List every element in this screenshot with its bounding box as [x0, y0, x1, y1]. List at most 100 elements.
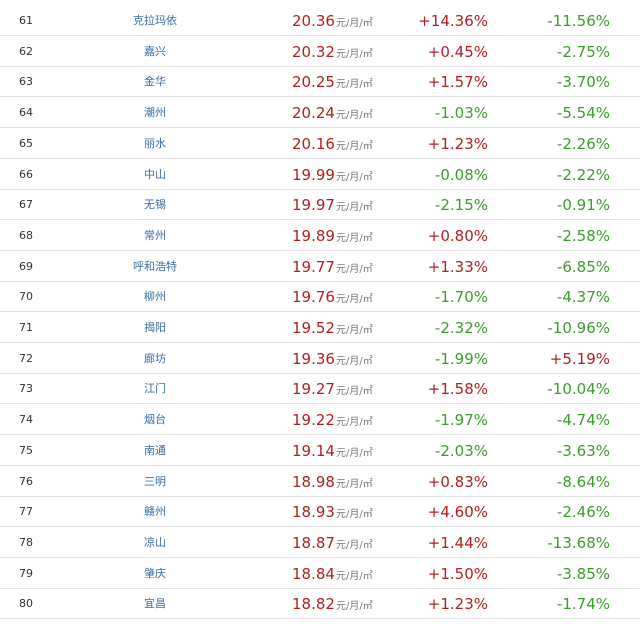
table-row: 62 嘉兴 20.32元/月/㎡ +0.45% -2.75%	[0, 37, 640, 67]
price-value: 20.32	[292, 43, 335, 61]
city-link[interactable]: 克拉玛依	[133, 14, 177, 27]
rank-cell: 73	[19, 382, 33, 395]
table-row: 70 柳州 19.76元/月/㎡ -1.70% -4.37%	[0, 282, 640, 312]
rank-cell: 79	[19, 567, 33, 580]
city-link[interactable]: 潮州	[144, 106, 166, 119]
month-change-cell: +1.23%	[427, 135, 488, 153]
price-cell: 18.93元/月/㎡	[292, 497, 412, 527]
month-change-cell: +0.45%	[427, 43, 488, 61]
rank-cell: 68	[19, 229, 33, 242]
year-change-cell: -2.58%	[556, 227, 610, 245]
city-link[interactable]: 廊坊	[144, 352, 166, 365]
year-change-cell: -10.04%	[547, 380, 610, 398]
month-change-cell: -1.70%	[434, 288, 488, 306]
city-link[interactable]: 常州	[144, 229, 166, 242]
price-cell: 20.32元/月/㎡	[292, 37, 412, 67]
year-change-cell: -2.46%	[556, 503, 610, 521]
table-row: 63 金华 20.25元/月/㎡ +1.57% -3.70%	[0, 67, 640, 97]
year-change-cell: -4.74%	[556, 411, 610, 429]
rank-cell: 78	[19, 536, 33, 549]
year-change-cell: -11.56%	[547, 12, 610, 30]
city-link[interactable]: 柳州	[144, 290, 166, 303]
month-change-cell: -2.03%	[434, 442, 488, 460]
table-row: 71 揭阳 19.52元/月/㎡ -2.32% -10.96%	[0, 313, 640, 343]
rank-cell: 80	[19, 597, 33, 610]
month-change-cell: -0.08%	[434, 166, 488, 184]
price-unit: 元/月/㎡	[335, 540, 373, 551]
month-change-cell: +1.44%	[427, 534, 488, 552]
price-value: 20.36	[292, 12, 335, 30]
price-unit: 元/月/㎡	[335, 49, 373, 60]
rank-cell: 72	[19, 352, 33, 365]
city-link[interactable]: 嘉兴	[144, 45, 166, 58]
year-change-cell: -0.91%	[556, 196, 610, 214]
table-row: 78 凉山 18.87元/月/㎡ +1.44% -13.68%	[0, 528, 640, 558]
price-cell: 19.36元/月/㎡	[292, 344, 412, 374]
month-change-cell: -1.99%	[434, 350, 488, 368]
city-link[interactable]: 金华	[144, 75, 166, 88]
year-change-cell: -2.26%	[556, 135, 610, 153]
rank-cell: 70	[19, 290, 33, 303]
price-value: 19.97	[292, 196, 335, 214]
year-change-cell: -8.64%	[556, 473, 610, 491]
city-link[interactable]: 揭阳	[144, 321, 166, 334]
price-unit: 元/月/㎡	[335, 479, 373, 490]
month-change-cell: +1.50%	[427, 565, 488, 583]
rank-cell: 64	[19, 106, 33, 119]
price-value: 19.99	[292, 166, 335, 184]
city-link[interactable]: 肇庆	[144, 567, 166, 580]
city-link[interactable]: 南通	[144, 444, 166, 457]
year-change-cell: -3.70%	[556, 73, 610, 91]
price-value: 20.16	[292, 135, 335, 153]
price-cell: 19.76元/月/㎡	[292, 282, 412, 312]
city-link[interactable]: 中山	[144, 168, 166, 181]
price-value: 19.52	[292, 319, 335, 337]
year-change-cell: -3.85%	[556, 565, 610, 583]
month-change-cell: +0.80%	[427, 227, 488, 245]
table-row: 65 丽水 20.16元/月/㎡ +1.23% -2.26%	[0, 129, 640, 159]
price-cell: 19.99元/月/㎡	[292, 160, 412, 190]
rank-cell: 61	[19, 14, 33, 27]
rank-cell: 75	[19, 444, 33, 457]
city-link[interactable]: 宜昌	[144, 597, 166, 610]
price-cell: 18.87元/月/㎡	[292, 528, 412, 558]
table-row: 76 三明 18.98元/月/㎡ +0.83% -8.64%	[0, 467, 640, 497]
price-unit: 元/月/㎡	[335, 417, 373, 428]
city-link[interactable]: 赣州	[144, 505, 166, 518]
price-value: 19.36	[292, 350, 335, 368]
price-cell: 18.98元/月/㎡	[292, 467, 412, 497]
table-row: 61 克拉玛依 20.36元/月/㎡ +14.36% -11.56%	[0, 6, 640, 36]
city-link[interactable]: 江门	[144, 382, 166, 395]
price-cell: 18.82元/月/㎡	[292, 589, 412, 619]
table-row: 79 肇庆 18.84元/月/㎡ +1.50% -3.85%	[0, 559, 640, 589]
table-row: 77 赣州 18.93元/月/㎡ +4.60% -2.46%	[0, 497, 640, 527]
price-unit: 元/月/㎡	[335, 172, 373, 183]
month-change-cell: +0.83%	[427, 473, 488, 491]
city-link[interactable]: 无锡	[144, 198, 166, 211]
city-link[interactable]: 凉山	[144, 536, 166, 549]
price-unit: 元/月/㎡	[335, 448, 373, 459]
month-change-cell: +1.23%	[427, 595, 488, 613]
price-unit: 元/月/㎡	[335, 571, 373, 582]
price-unit: 元/月/㎡	[335, 18, 373, 29]
rank-cell: 65	[19, 137, 33, 150]
price-value: 19.27	[292, 380, 335, 398]
city-link[interactable]: 丽水	[144, 137, 166, 150]
city-link[interactable]: 三明	[144, 475, 166, 488]
price-cell: 19.14元/月/㎡	[292, 436, 412, 466]
table-row: 73 江门 19.27元/月/㎡ +1.58% -10.04%	[0, 374, 640, 404]
price-unit: 元/月/㎡	[335, 264, 373, 275]
city-link[interactable]: 烟台	[144, 413, 166, 426]
price-cell: 19.22元/月/㎡	[292, 405, 412, 435]
rank-cell: 63	[19, 75, 33, 88]
price-cell: 19.27元/月/㎡	[292, 374, 412, 404]
price-unit: 元/月/㎡	[335, 141, 373, 152]
month-change-cell: -1.97%	[434, 411, 488, 429]
price-unit: 元/月/㎡	[335, 509, 373, 520]
year-change-cell: +5.19%	[549, 350, 610, 368]
table-row: 66 中山 19.99元/月/㎡ -0.08% -2.22%	[0, 160, 640, 190]
city-link[interactable]: 呼和浩特	[133, 260, 177, 273]
month-change-cell: -2.32%	[434, 319, 488, 337]
price-cell: 20.16元/月/㎡	[292, 129, 412, 159]
